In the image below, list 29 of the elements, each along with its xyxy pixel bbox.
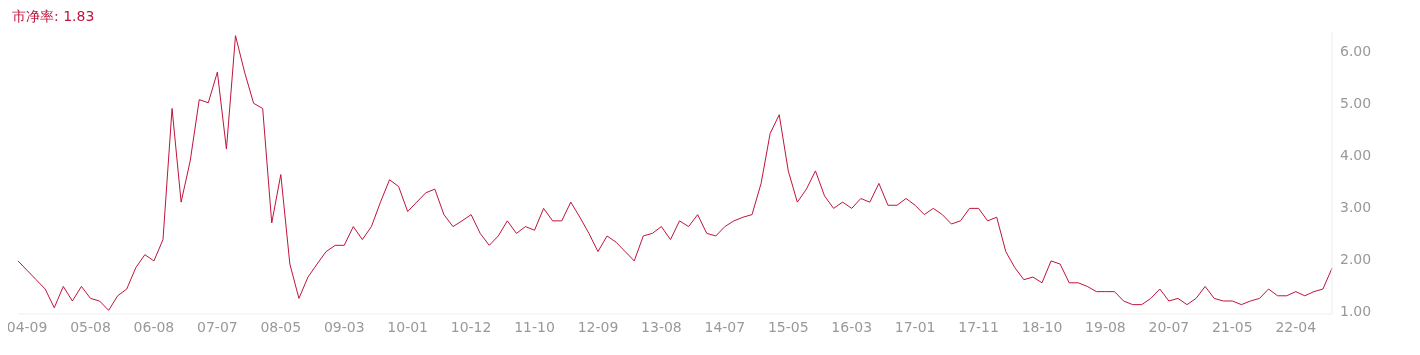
x-tick-label: 07-07 xyxy=(197,318,238,335)
x-tick-label: 14-07 xyxy=(704,318,746,335)
y-tick-label: 4.00 xyxy=(1340,147,1372,164)
x-tick-label: 17-11 xyxy=(958,318,999,335)
x-tick-label: 11-10 xyxy=(514,318,555,335)
x-tick-label: 12-09 xyxy=(577,318,619,335)
y-tick-label: 5.00 xyxy=(1340,95,1372,112)
y-tick-label: 2.00 xyxy=(1340,251,1372,268)
line-series xyxy=(17,35,1333,311)
x-tick-label: 17-01 xyxy=(894,318,936,335)
y-tick-label: 1.00 xyxy=(1340,303,1372,320)
x-tick-label: 15-05 xyxy=(767,318,809,335)
x-tick-label: 13-08 xyxy=(641,318,682,335)
x-tick-label: 06-08 xyxy=(133,318,175,335)
x-tick-label: 10-01 xyxy=(387,318,429,335)
x-tick-label: 19-08 xyxy=(1085,318,1126,335)
x-tick-label: 21-05 xyxy=(1211,318,1253,335)
x-tick-label: 08-05 xyxy=(260,318,302,335)
x-tick-label: 22-04 xyxy=(1275,318,1317,335)
x-tick-label: 16-03 xyxy=(831,318,873,335)
x-tick-label: 09-03 xyxy=(323,318,365,335)
y-tick-label: 3.00 xyxy=(1340,199,1372,216)
x-tick-label: 10-12 xyxy=(450,318,492,335)
y-tick-label: 6.00 xyxy=(1340,43,1372,60)
x-tick-label: 04-09 xyxy=(6,318,48,335)
x-tick-label: 05-08 xyxy=(70,318,111,335)
x-tick-label: 18-10 xyxy=(1021,318,1063,335)
x-tick-label: 20-07 xyxy=(1148,318,1190,335)
chart-title: 市净率: 1.83 xyxy=(11,8,96,26)
